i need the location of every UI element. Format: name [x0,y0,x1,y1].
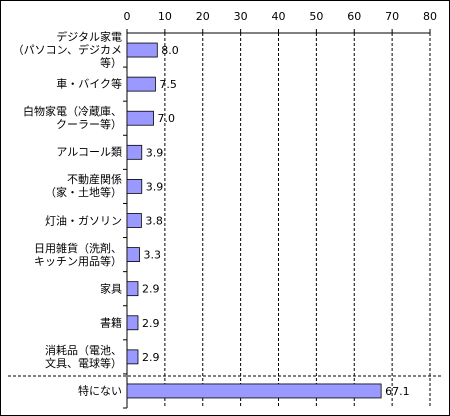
bar [126,213,142,228]
bar [126,179,143,194]
value-label: 3.9 [146,180,164,193]
x-tick-label: 50 [309,10,323,23]
x-tick-label: 70 [385,10,399,23]
category-label: 灯油・ガソリン [45,214,122,227]
value-label: 3.8 [145,215,163,228]
category-label: 消耗品（電池、 文具、電球等） [45,343,122,370]
bar [126,76,156,92]
x-tick-label: 30 [234,10,248,23]
bar [126,247,140,262]
bar [126,315,139,331]
value-label: 2.9 [142,283,160,296]
category-label: アルコール類 [56,145,122,159]
bar [126,42,158,58]
category-label: デジタル家電 （パソコン、デジカメ等） [12,30,122,70]
value-label: 3.9 [146,146,164,159]
x-tick-label: 80 [423,10,437,23]
bar [126,281,139,297]
value-label: 67.1 [385,385,410,398]
category-label: 不動産関係 （家・土地等） [45,173,122,200]
value-label: 8.0 [161,44,179,57]
category-label: 日用雑貨（洗剤、 キッチン用品等） [34,241,122,268]
category-label: 特にない [78,384,122,398]
x-tick-label: 0 [124,10,131,23]
bar [126,383,382,399]
category-label: 書籍 [100,316,122,330]
bar [126,110,154,126]
value-label: 2.9 [142,317,160,330]
bar [126,144,143,160]
x-tick-label: 10 [158,10,172,23]
x-tick-label: 40 [272,10,286,23]
category-label: 白物家電（冷蔵庫、 クーラー等） [23,105,122,132]
value-label: 3.3 [143,249,161,262]
value-label: 7.5 [159,78,177,91]
x-tick-label: 20 [196,10,210,23]
x-tick-label: 60 [347,10,361,23]
value-label: 2.9 [142,351,160,364]
category-label: 車・バイク等 [56,77,122,91]
value-label: 7.0 [158,112,176,125]
bar [126,349,139,365]
category-label: 家具 [100,282,122,296]
